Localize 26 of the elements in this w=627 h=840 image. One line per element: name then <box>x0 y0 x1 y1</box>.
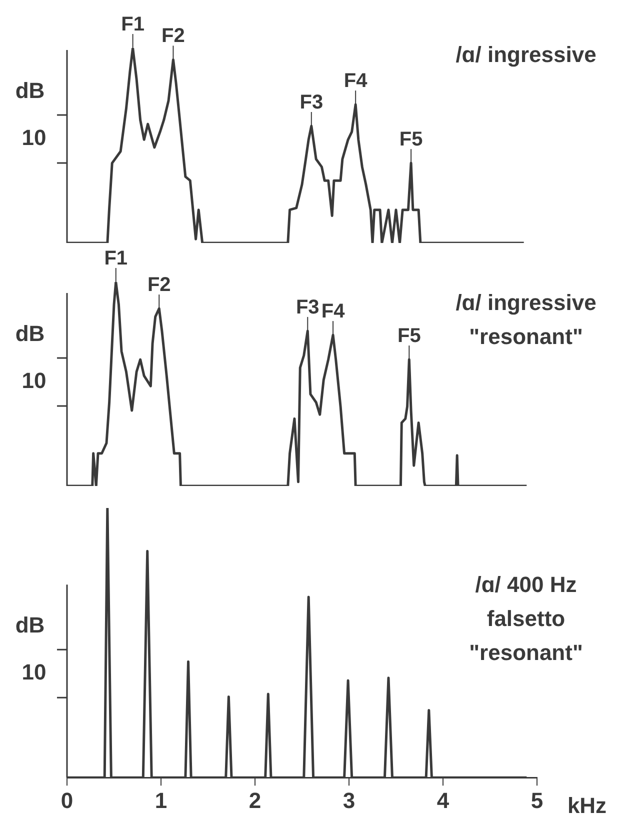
text: 10 <box>22 660 46 685</box>
annotation: F2 <box>147 274 171 296</box>
text: /ɑ/ 400 Hz falsetto "resonant" <box>468 571 584 667</box>
y-axis-title: dB <box>15 612 45 638</box>
x-tick-label: 4 <box>436 788 450 813</box>
annotation: F4 <box>344 70 368 92</box>
annotation: F1 <box>121 14 144 36</box>
annotation: F3 <box>300 92 324 114</box>
annotation: F5 <box>399 128 423 151</box>
text: /ɑ/ ingressive "resonant" <box>454 289 598 351</box>
annotation: F2 <box>162 25 185 48</box>
x-tick-label: 0 <box>60 788 74 813</box>
x-tick-label: 3 <box>342 788 356 813</box>
text: 10 <box>22 368 46 394</box>
annotation: F5 <box>397 325 421 348</box>
x-tick-label: 5 <box>530 788 544 813</box>
annotation: F1 <box>104 248 128 270</box>
x-tick-label: 2 <box>248 788 262 813</box>
y-axis-title: dB <box>15 78 45 104</box>
x-axis-title: kHz <box>567 793 607 818</box>
annotation: F3 <box>296 296 320 318</box>
x-tick-label: 1 <box>154 788 168 813</box>
chart-title: /ɑ/ ingressive <box>454 41 598 69</box>
text: 10 <box>22 125 46 150</box>
y-axis-title: dB <box>15 321 45 346</box>
annotation: F4 <box>321 300 346 323</box>
